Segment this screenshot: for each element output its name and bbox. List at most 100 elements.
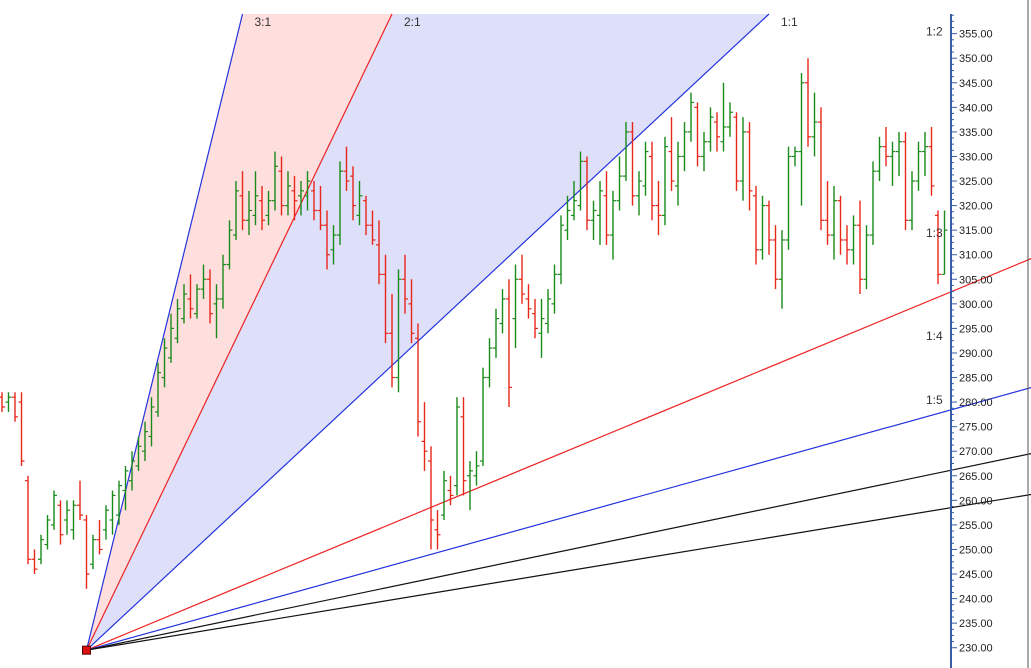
ohlc-bar — [571, 181, 577, 221]
ohlc-bar — [38, 534, 44, 565]
ohlc-bar — [629, 122, 636, 206]
price-axis-label: 355.00 — [959, 29, 993, 41]
ohlc-bar — [694, 102, 701, 167]
gann-line-1-1[interactable] — [86, 13, 770, 651]
ohlc-bar — [18, 392, 25, 466]
ohlc-bar — [811, 92, 818, 157]
ohlc-bar — [298, 181, 304, 216]
ohlc-bar — [330, 225, 337, 265]
gann-label-1-2: 1:2 — [926, 25, 943, 39]
ohlc-bar — [460, 397, 467, 496]
ohlc-bar — [493, 308, 499, 358]
ohlc-bar — [265, 190, 272, 226]
ohlc-bar — [200, 264, 207, 299]
gann-label-1-3: 1:3 — [926, 226, 943, 240]
price-axis-label: 300.00 — [959, 299, 993, 311]
ohlc-bars — [0, 58, 948, 589]
ohlc-bar — [935, 210, 941, 285]
ohlc-bar — [922, 131, 928, 177]
price-axis-label: 295.00 — [959, 323, 993, 335]
price-axis-label: 315.00 — [959, 225, 993, 237]
ohlc-bar — [584, 156, 590, 231]
ohlc-bar — [194, 284, 200, 319]
ohlc-bar — [103, 505, 109, 540]
price-axis-label: 345.00 — [959, 78, 993, 90]
ohlc-bar — [870, 161, 876, 245]
ohlc-bar — [116, 480, 122, 525]
price-axis-label: 285.00 — [959, 373, 993, 385]
ohlc-bar — [213, 284, 220, 339]
ohlc-bar — [720, 82, 727, 152]
ohlc-bar — [798, 72, 805, 206]
ohlc-bar — [428, 446, 434, 550]
ohlc-bar — [350, 166, 356, 221]
ohlc-bar — [109, 490, 116, 535]
ohlc-bar — [389, 294, 395, 388]
ohlc-bar — [785, 146, 792, 250]
gann-line-1-5[interactable] — [86, 407, 1031, 651]
ohlc-bar — [278, 156, 285, 216]
gann-label-3-1: 3:1 — [255, 15, 272, 29]
ohlc-bar — [395, 269, 402, 393]
price-axis-label: 340.00 — [959, 102, 993, 114]
price-axis-label: 250.00 — [959, 544, 993, 556]
price-axis-label: 320.00 — [959, 201, 993, 213]
ohlc-bar — [532, 298, 538, 339]
ohlc-bar — [233, 181, 239, 240]
ohlc-bar — [746, 122, 753, 211]
ohlc-bar — [408, 279, 415, 344]
price-axis-label: 265.00 — [959, 471, 993, 483]
ohlc-bar — [772, 225, 779, 290]
ohlc-bar — [655, 181, 662, 236]
ohlc-bar — [668, 117, 675, 191]
ohlc-bar — [311, 181, 317, 221]
price-axis-label: 245.00 — [959, 569, 993, 581]
ohlc-bar — [337, 161, 343, 245]
ohlc-bar — [356, 181, 363, 226]
gann-line-1-3[interactable] — [86, 240, 1031, 651]
price-axis-label: 260.00 — [959, 495, 993, 507]
ohlc-bar — [928, 126, 935, 196]
price-axis-label: 240.00 — [959, 594, 993, 606]
ohlc-bar — [590, 200, 597, 240]
gann-line-1-2[interactable] — [86, 39, 1031, 651]
ohlc-bar — [467, 461, 473, 511]
gann-line-3-1[interactable] — [85, 13, 244, 651]
gann-line-1-4[interactable] — [86, 343, 1031, 651]
gann-anchor-handle[interactable] — [82, 645, 91, 655]
ohlc-bar — [155, 362, 161, 417]
ohlc-bar — [558, 215, 564, 285]
ohlc-bar — [538, 298, 545, 358]
gann-label-2-1: 2:1 — [404, 15, 421, 29]
ohlc-bar — [90, 534, 96, 570]
gann-line-2-1[interactable] — [85, 13, 393, 651]
ohlc-bar — [740, 117, 746, 201]
ohlc-bar — [577, 151, 584, 211]
price-axis-label: 305.00 — [959, 274, 993, 286]
ohlc-bar — [129, 451, 135, 491]
ohlc-bar — [57, 500, 64, 545]
ohlc-bar — [187, 274, 194, 319]
ohlc-bar — [83, 515, 90, 589]
ohlc-bar — [454, 397, 460, 496]
gann-fan-lines[interactable] — [82, 13, 1031, 655]
ohlc-bar — [915, 141, 922, 191]
ohlc-bar — [447, 475, 454, 506]
ohlc-bar — [272, 151, 278, 211]
ohlc-bar — [649, 141, 655, 221]
ohlc-bar — [837, 195, 844, 255]
ohlc-bar — [148, 397, 155, 447]
price-axis[interactable]: 230.00 235.00 240.00 245.00 250.00 255.00 260.… — [950, 0, 1029, 668]
ohlc-bar — [51, 490, 57, 530]
ohlc-bar — [161, 338, 168, 388]
ohlc-bar — [662, 136, 668, 226]
ohlc-bar — [941, 210, 948, 275]
ohlc-bar — [142, 421, 148, 462]
ohlc-bar — [168, 313, 174, 363]
ohlc-bar — [363, 195, 369, 236]
ohlc-bar — [324, 210, 330, 270]
ohlc-bar — [727, 102, 733, 137]
ohlc-bar — [402, 254, 408, 314]
ohlc-bar — [25, 475, 31, 565]
